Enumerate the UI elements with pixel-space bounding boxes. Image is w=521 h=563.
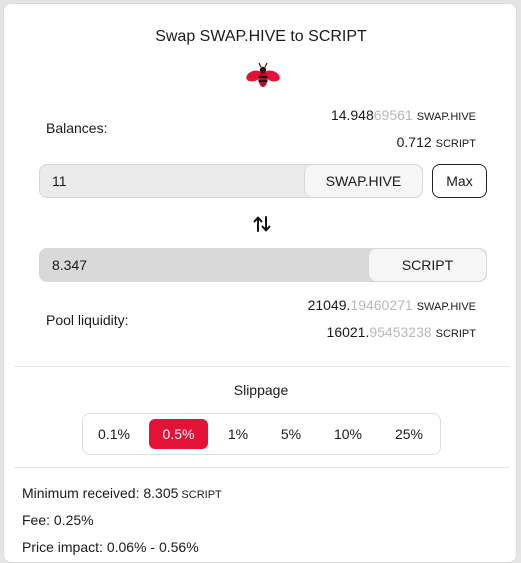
from-amount-field[interactable]: 11 SWAP.HIVE bbox=[39, 164, 423, 198]
slippage-option-10[interactable]: 10% bbox=[333, 426, 363, 442]
to-amount-input[interactable]: 8.347 bbox=[52, 257, 88, 273]
pool-swap-hive: 21049.19460271 SWAP.HIVE bbox=[308, 297, 476, 313]
to-amount-field[interactable]: 8.347 SCRIPT bbox=[39, 248, 487, 282]
minimum-received: Minimum received: 8.305 SCRIPT bbox=[22, 485, 222, 501]
page-title: Swap SWAP.HIVE to SCRIPT bbox=[155, 28, 367, 45]
balance-from-main: 14.948 bbox=[330, 107, 374, 123]
pool-b-main: 16021. bbox=[326, 324, 370, 340]
max-button[interactable]: Max bbox=[432, 164, 487, 198]
slippage-option-5[interactable]: 5% bbox=[280, 426, 302, 442]
price-impact-value: 0.06% - 0.56% bbox=[106, 539, 199, 555]
pool-script: 16021.95453238 SCRIPT bbox=[327, 324, 476, 340]
slippage-option-0-1[interactable]: 0.1% bbox=[98, 426, 130, 442]
fee-value: 0.25% bbox=[53, 512, 94, 528]
min-received-unit: SCRIPT bbox=[181, 489, 222, 501]
to-token-button[interactable]: SCRIPT bbox=[368, 249, 486, 281]
pool-a-unit: SWAP.HIVE bbox=[416, 301, 476, 313]
pool-b-unit: SCRIPT bbox=[435, 328, 476, 340]
divider bbox=[14, 366, 510, 367]
balance-script: 0.712 SCRIPT bbox=[397, 134, 476, 150]
fee-label: Fee: bbox=[22, 512, 51, 528]
from-amount-input[interactable]: 11 bbox=[52, 173, 67, 189]
slippage-option-0-5[interactable]: 0.5% bbox=[149, 419, 208, 449]
fee: Fee: 0.25% bbox=[22, 512, 94, 528]
balance-from-decimals: 69561 bbox=[373, 107, 413, 123]
min-received-label: Minimum received: bbox=[22, 485, 140, 501]
swap-vertical-arrows-icon[interactable] bbox=[253, 214, 271, 234]
slippage-option-25[interactable]: 25% bbox=[394, 426, 424, 442]
balance-from-unit: SWAP.HIVE bbox=[416, 111, 476, 123]
pool-a-decimals: 19460271 bbox=[350, 297, 413, 313]
from-token-button[interactable]: SWAP.HIVE bbox=[304, 165, 422, 197]
pool-a-main: 21049. bbox=[307, 297, 351, 313]
pool-liquidity-label: Pool liquidity: bbox=[46, 312, 129, 328]
slippage-title: Slippage bbox=[233, 382, 289, 398]
hive-bee-logo-icon bbox=[246, 62, 280, 87]
price-impact-label: Price impact: bbox=[22, 539, 103, 555]
pool-b-decimals: 95453238 bbox=[369, 324, 432, 340]
balance-to-main: 0.712 bbox=[396, 134, 432, 150]
slippage-options: 0.1% 0.5% 1% 5% 10% 25% bbox=[82, 413, 441, 455]
balance-swap-hive: 14.94869561 SWAP.HIVE bbox=[331, 107, 476, 123]
divider bbox=[14, 467, 510, 468]
price-impact: Price impact: 0.06% - 0.56% bbox=[22, 539, 199, 555]
balances-label: Balances: bbox=[46, 120, 108, 136]
swap-card: Swap SWAP.HIVE to SCRIPT Balances: 14.94… bbox=[3, 3, 517, 563]
balance-to-unit: SCRIPT bbox=[435, 138, 476, 150]
min-received-value: 8.305 bbox=[143, 485, 179, 501]
slippage-option-1[interactable]: 1% bbox=[227, 426, 249, 442]
